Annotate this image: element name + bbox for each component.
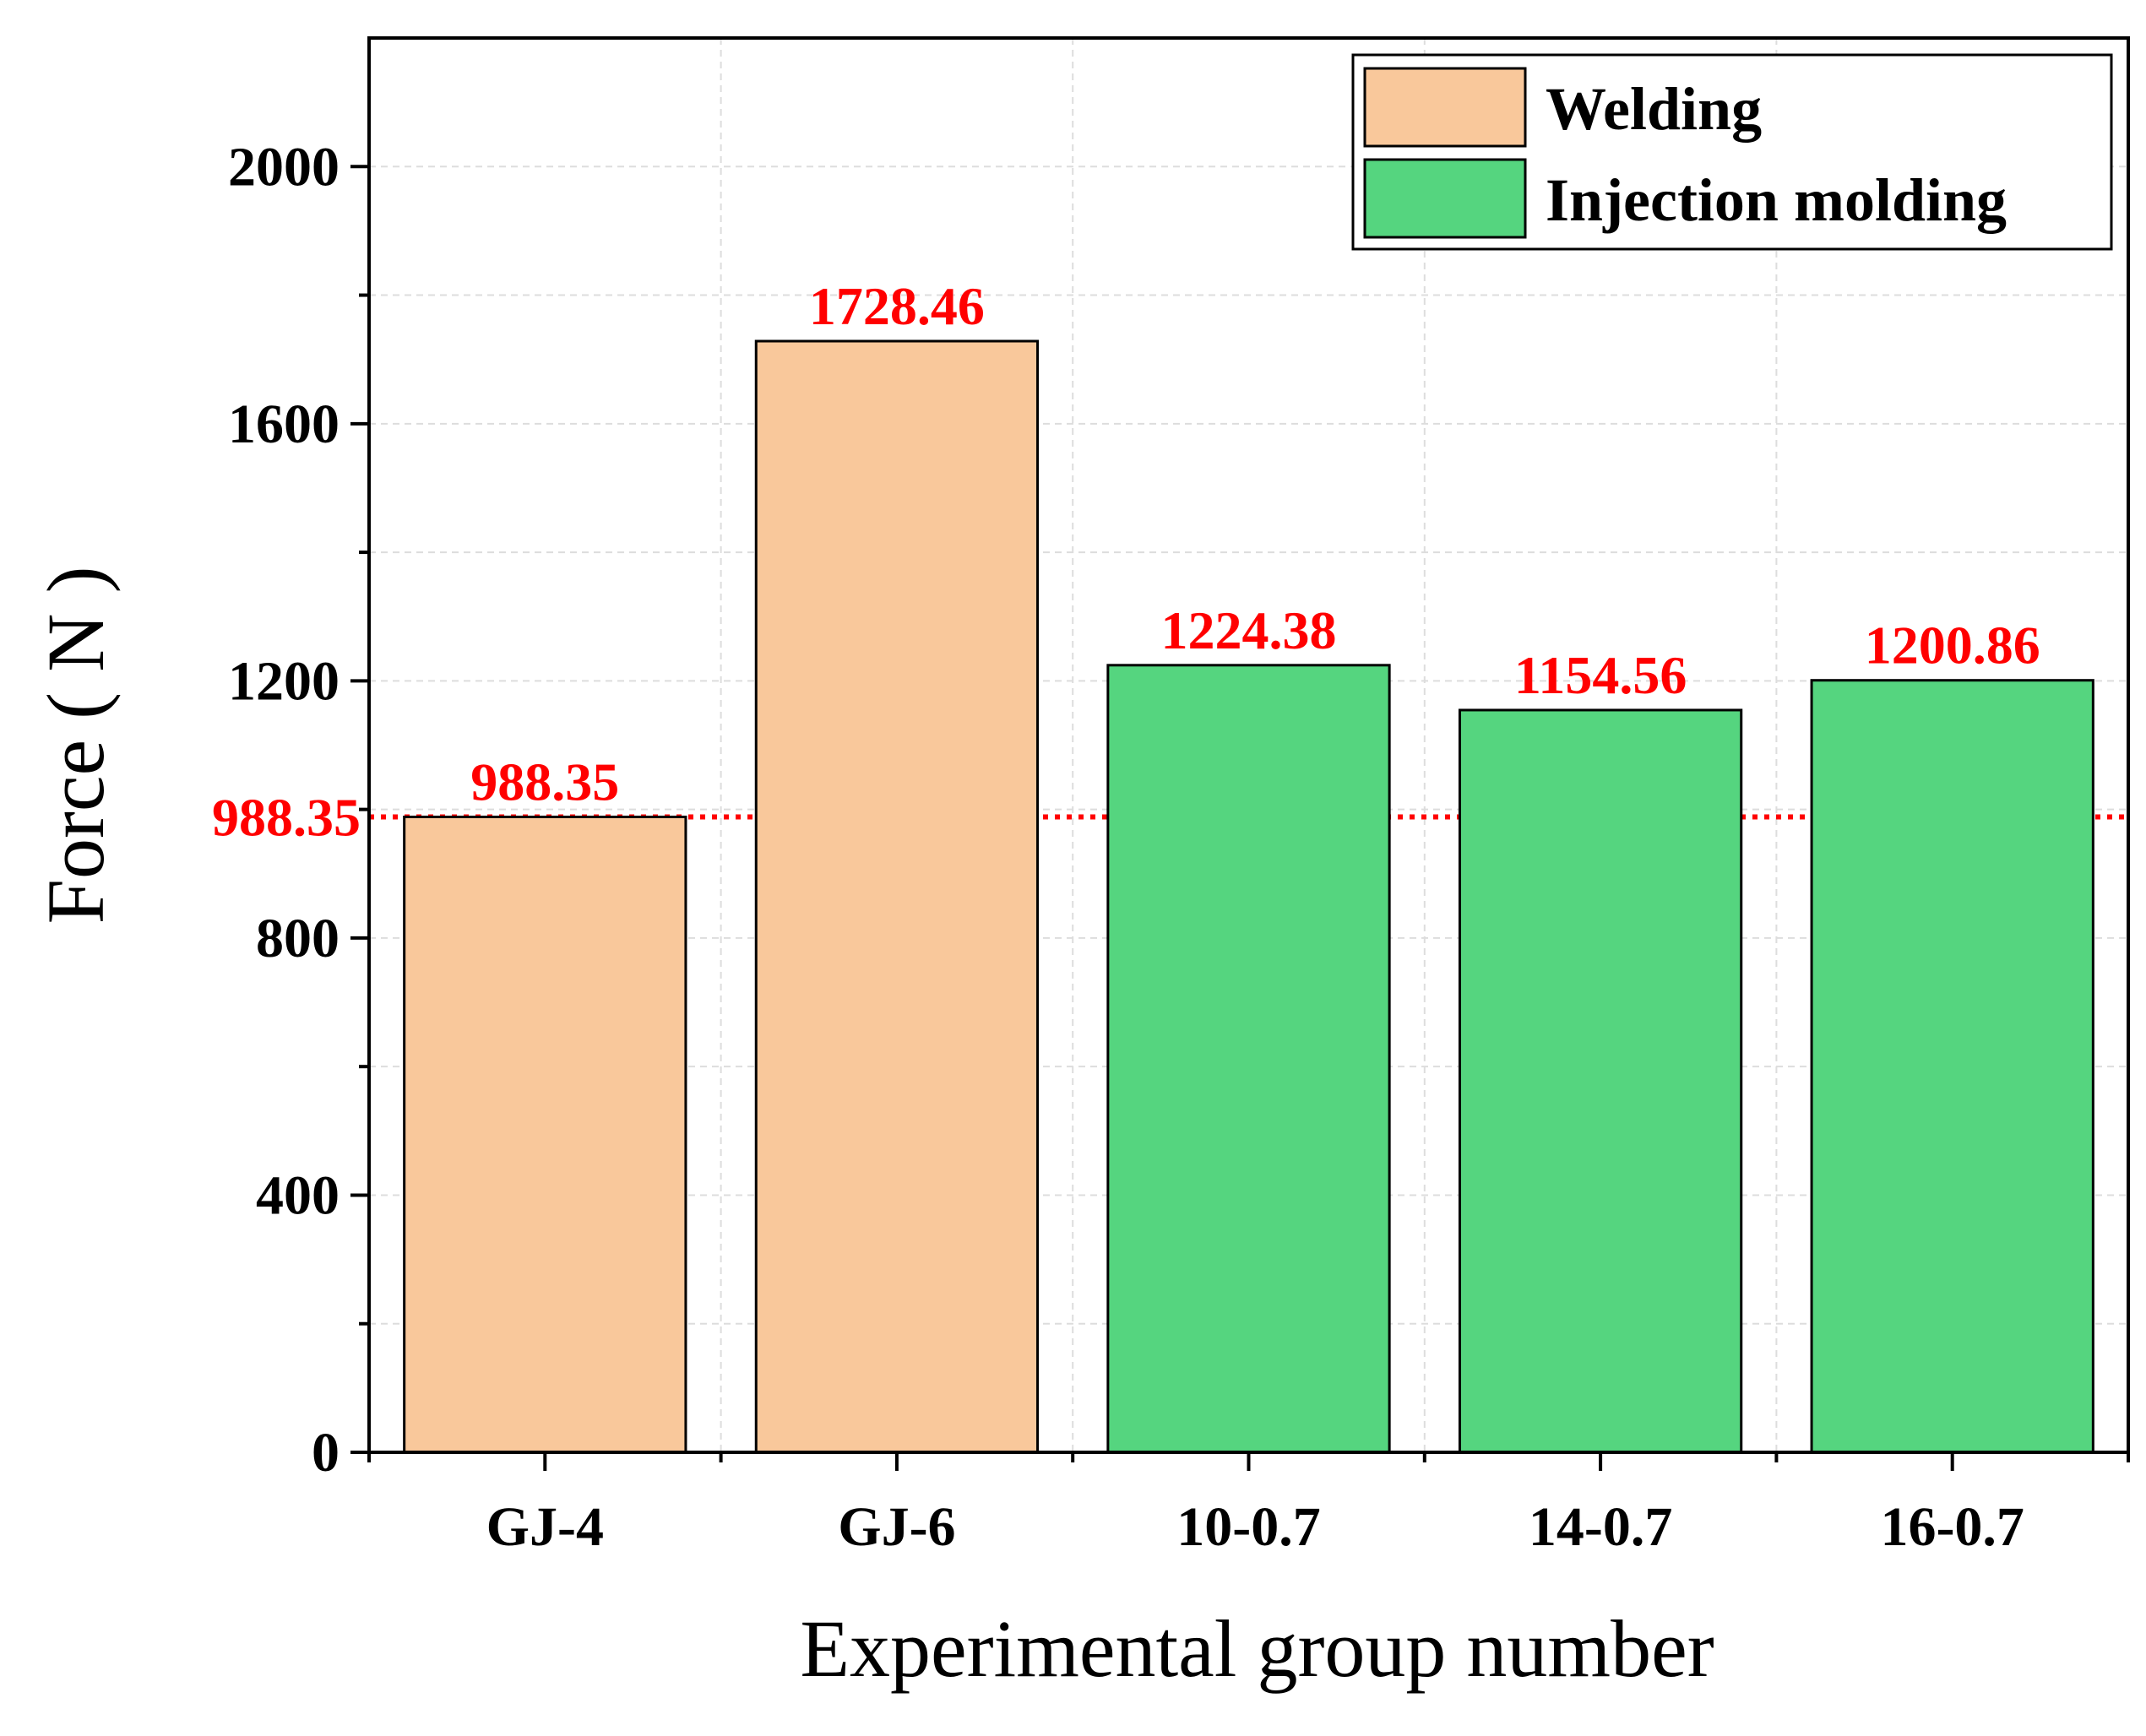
data-label: 988.35: [470, 752, 619, 812]
bar-14-0-7: [1458, 708, 1743, 1454]
x-tick-label: 14-0.7: [1529, 1496, 1672, 1558]
bars: [403, 339, 2094, 1454]
x-tick-label: 16-0.7: [1880, 1496, 2024, 1558]
bar-gj-6: [754, 339, 1040, 1454]
x-tick-label: GJ-4: [486, 1496, 604, 1558]
x-tick-label: 10-0.7: [1176, 1496, 1320, 1558]
x-axis-ticks: GJ-4 GJ-6 10-0.7 14-0.7 16-0.7: [367, 1452, 2130, 1558]
data-label: 1154.56: [1514, 645, 1687, 705]
legend-label-injection-molding: Injection molding: [1546, 166, 2007, 234]
y-axis-ticks: 0 400 800 1200 1600 2000: [228, 136, 369, 1484]
y-tick-label: 2000: [228, 136, 340, 198]
y-axis-title: Force ( N ): [30, 567, 121, 925]
bar-10-0-7: [1106, 664, 1391, 1454]
legend-swatch-welding: [1363, 67, 1527, 148]
legend-swatch-injection-molding: [1363, 158, 1527, 239]
legend-label-welding: Welding: [1546, 75, 1762, 143]
data-label: 1728.46: [809, 276, 985, 336]
data-label: 1200.86: [1865, 616, 2040, 675]
data-labels: 988.35 1728.46 1224.38 1154.56 1200.86: [470, 276, 2040, 811]
y-tick-label: 1600: [228, 393, 340, 455]
x-axis-title: Experimental group number: [800, 1603, 1714, 1694]
bar-16-0-7: [1810, 679, 2094, 1454]
y-tick-label: 400: [256, 1164, 340, 1226]
y-tick-label: 0: [312, 1422, 340, 1484]
x-tick-label: GJ-6: [838, 1496, 955, 1558]
y-tick-label: 1200: [228, 650, 340, 712]
legend: Welding Injection molding: [1351, 53, 2113, 251]
data-label: 1224.38: [1161, 600, 1337, 660]
bar-gj-4: [403, 816, 687, 1454]
reference-line-label: 988.35: [212, 788, 361, 848]
y-tick-label: 800: [256, 908, 340, 969]
